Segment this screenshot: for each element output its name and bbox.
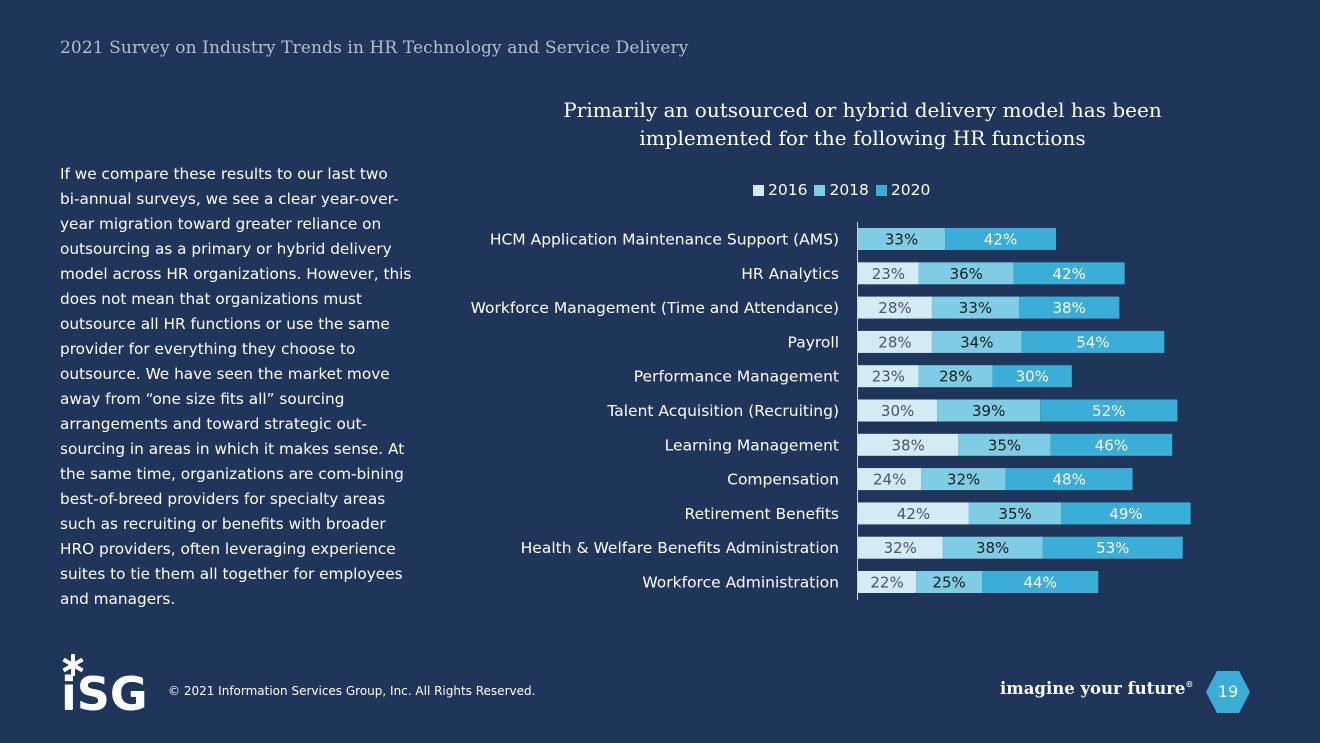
- data-label-learning-management-2016: 38%: [891, 436, 924, 454]
- data-label-health-welfare-benefits-administration-2020: 53%: [1096, 539, 1129, 557]
- legend-item-2018: 2018: [814, 181, 869, 199]
- data-label-workforce-management-time-and-attendance-2016: 28%: [878, 299, 911, 317]
- isg-logo-text: iSG: [61, 667, 148, 714]
- data-label-compensation-2016: 24%: [873, 471, 906, 489]
- data-label-workforce-management-time-and-attendance-2020: 38%: [1053, 299, 1086, 317]
- page-number: 19: [1217, 682, 1239, 701]
- tagline-text: imagine your future: [1000, 679, 1186, 698]
- data-label-retirement-benefits-2016: 42%: [897, 505, 930, 523]
- data-label-talent-acquisition-recruiting-2018: 39%: [972, 402, 1005, 420]
- bar-compensation-2020: [1005, 468, 1133, 491]
- bar-hr-analytics-2016: [858, 262, 919, 285]
- legend-swatch-2020: [875, 184, 887, 196]
- bar-talent-acquisition-recruiting-2020: [1040, 399, 1178, 422]
- bar-performance-management-2016: [858, 365, 919, 388]
- category-label-retirement-benefits: Retirement Benefits: [685, 505, 839, 523]
- data-label-payroll-2016: 28%: [878, 333, 911, 351]
- category-label-hcm-application-maintenance-support-ams: HCM Application Maintenance Support (AMS…: [490, 231, 839, 249]
- data-label-compensation-2020: 48%: [1053, 471, 1086, 489]
- legend-swatch-2018: [814, 184, 826, 196]
- bar-hcm-application-maintenance-support-ams-2018: [858, 228, 946, 250]
- legend-label-2018: 2018: [829, 181, 869, 199]
- bar-talent-acquisition-recruiting-2016: [858, 399, 938, 422]
- data-label-payroll-2018: 34%: [960, 333, 993, 351]
- category-label-workforce-administration: Workforce Administration: [642, 574, 839, 592]
- data-label-talent-acquisition-recruiting-2020: 52%: [1092, 402, 1125, 420]
- bar-retirement-benefits-2018: [968, 502, 1062, 525]
- data-label-talent-acquisition-recruiting-2016: 30%: [881, 402, 914, 420]
- legend-label-2020: 2020: [890, 181, 931, 199]
- data-label-hr-analytics-2016: 23%: [872, 265, 905, 283]
- category-label-talent-acquisition-recruiting: Talent Acquisition (Recruiting): [606, 402, 839, 420]
- isg-logo-mark: iSG: [61, 654, 148, 721]
- data-label-payroll-2020: 54%: [1076, 333, 1109, 351]
- bar-health-welfare-benefits-administration-2016: [858, 536, 943, 559]
- category-label-health-welfare-benefits-administration: Health & Welfare Benefits Administration: [521, 539, 839, 557]
- bar-workforce-management-time-and-attendance-2018: [931, 296, 1020, 319]
- isg-logo: iSG: [60, 652, 155, 721]
- legend-label-2016: 2016: [768, 181, 808, 199]
- data-label-compensation-2018: 32%: [947, 471, 980, 489]
- bar-health-welfare-benefits-administration-2018: [942, 536, 1043, 559]
- bar-compensation-2018: [921, 468, 1006, 491]
- bar-payroll-2016: [858, 330, 932, 353]
- bar-payroll-2020: [1021, 330, 1165, 353]
- tagline-registered-mark: ®: [1185, 679, 1194, 689]
- bar-hr-analytics-2018: [918, 262, 1014, 285]
- category-label-compensation: Compensation: [727, 471, 839, 489]
- legend-item-2016: 2016: [753, 181, 807, 199]
- bar-workforce-management-time-and-attendance-2020: [1019, 296, 1120, 319]
- data-label-workforce-management-time-and-attendance-2018: 33%: [959, 299, 992, 317]
- bar-payroll-2018: [931, 330, 1022, 353]
- bar-hr-analytics-2020: [1013, 262, 1125, 285]
- bar-performance-management-2020: [992, 365, 1072, 388]
- data-label-performance-management-2018: 28%: [939, 368, 972, 386]
- data-label-hcm-application-maintenance-support-ams-2020: 42%: [984, 231, 1017, 249]
- bar-learning-management-2016: [858, 433, 959, 456]
- data-label-learning-management-2020: 46%: [1095, 436, 1128, 454]
- page-number-badge: 19: [1205, 669, 1251, 715]
- bar-workforce-management-time-and-attendance-2016: [858, 296, 932, 319]
- bar-hcm-application-maintenance-support-ams-2020: [945, 228, 1056, 250]
- data-label-hr-analytics-2020: 42%: [1053, 265, 1086, 283]
- bar-retirement-benefits-2016: [858, 502, 969, 525]
- data-label-workforce-administration-2020: 44%: [1023, 574, 1056, 592]
- legend-swatch-2016: [753, 184, 764, 196]
- bar-workforce-administration-2020: [982, 571, 1099, 593]
- bar-learning-management-2018: [958, 433, 1051, 456]
- data-label-hr-analytics-2018: 36%: [950, 265, 983, 283]
- bar-workforce-administration-2016: [858, 571, 917, 593]
- data-label-health-welfare-benefits-administration-2016: 32%: [884, 539, 917, 557]
- data-label-performance-management-2020: 30%: [1016, 368, 1049, 386]
- bar-workforce-administration-2018: [916, 571, 983, 593]
- bar-retirement-benefits-2020: [1061, 502, 1191, 525]
- data-label-workforce-administration-2018: 25%: [932, 574, 965, 592]
- category-label-payroll: Payroll: [788, 333, 839, 351]
- data-label-workforce-administration-2016: 22%: [870, 574, 903, 592]
- bar-talent-acquisition-recruiting-2018: [937, 399, 1041, 422]
- bar-compensation-2016: [858, 468, 922, 491]
- chart-title: Primarily an outsourced or hybrid delive…: [563, 98, 1162, 150]
- bar-learning-management-2020: [1050, 433, 1173, 456]
- bar-health-welfare-benefits-administration-2020: [1042, 536, 1183, 559]
- body-paragraph: If we compare these results to our last …: [60, 165, 412, 608]
- tagline: imagine your future®: [1000, 679, 1193, 698]
- category-label-workforce-management-time-and-attendance: Workforce Management (Time and Attendanc…: [471, 299, 839, 317]
- category-label-hr-analytics: HR Analytics: [741, 265, 839, 283]
- bar-performance-management-2018: [918, 365, 993, 388]
- page-header-title: 2021 Survey on Industry Trends in HR Tec…: [60, 38, 689, 58]
- category-label-performance-management: Performance Management: [634, 368, 839, 386]
- data-label-health-welfare-benefits-administration-2018: 38%: [976, 539, 1009, 557]
- data-label-performance-management-2016: 23%: [872, 368, 905, 386]
- category-label-learning-management: Learning Management: [665, 436, 839, 454]
- data-label-retirement-benefits-2020: 49%: [1109, 505, 1142, 523]
- data-label-retirement-benefits-2018: 35%: [998, 505, 1031, 523]
- hexagon-icon: [1206, 671, 1250, 713]
- chart-legend: 2016 2018 2020: [753, 180, 937, 200]
- copyright-text: © 2021 Information Services Group, Inc. …: [168, 684, 536, 698]
- legend-item-2020: 2020: [875, 181, 931, 199]
- data-label-learning-management-2018: 35%: [988, 436, 1021, 454]
- data-label-hcm-application-maintenance-support-ams-2018: 33%: [885, 231, 918, 249]
